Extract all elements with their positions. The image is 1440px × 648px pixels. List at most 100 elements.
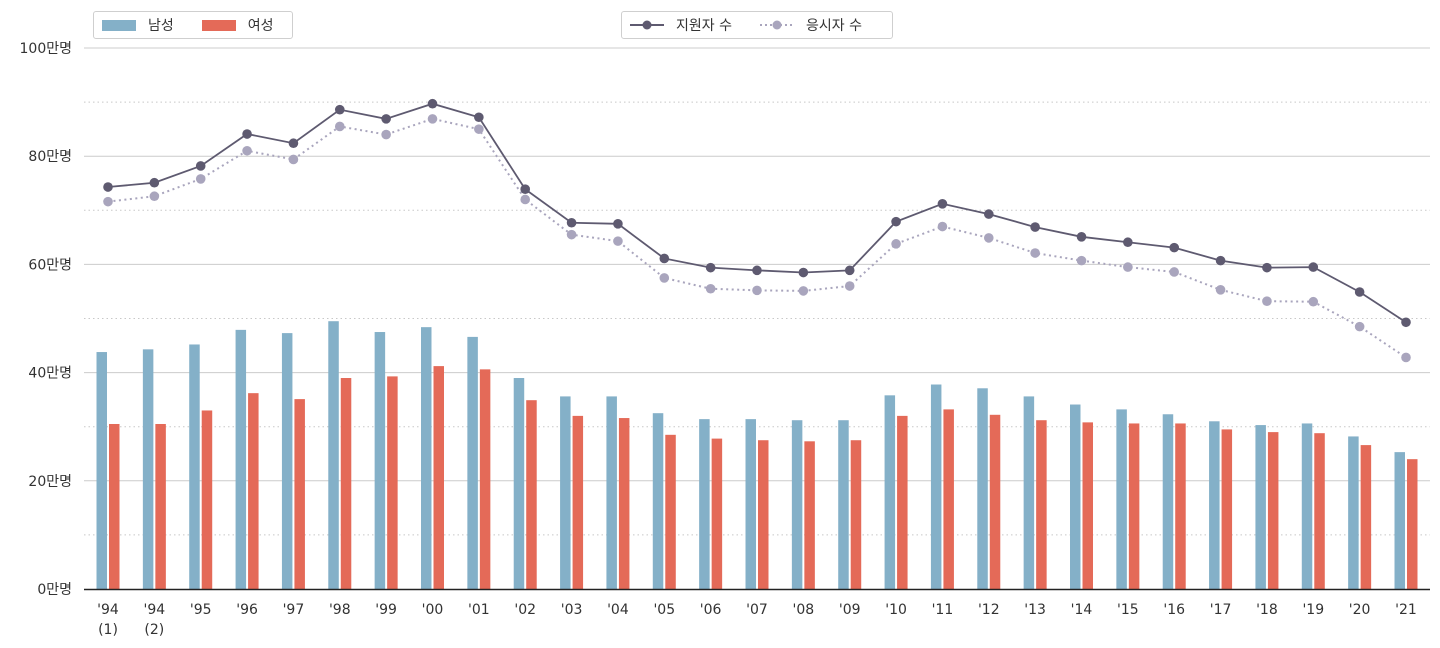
point-examinees bbox=[1215, 285, 1226, 295]
x-tick-label: '13 bbox=[1024, 602, 1046, 618]
bar-female bbox=[248, 393, 259, 589]
x-tick-label: '05 bbox=[653, 602, 675, 618]
bar-male bbox=[977, 388, 988, 589]
point-examinees bbox=[1262, 296, 1272, 306]
bar-female bbox=[850, 440, 862, 589]
point-examinees bbox=[474, 124, 484, 134]
bar-male bbox=[745, 419, 756, 589]
bar-male bbox=[791, 420, 803, 589]
bar-female bbox=[1128, 423, 1140, 589]
bar-female bbox=[1082, 422, 1093, 589]
x-tick-label: '99 bbox=[375, 602, 397, 618]
bar-male bbox=[142, 349, 154, 589]
point-examinees bbox=[288, 154, 299, 165]
x-tick-label: '95 bbox=[190, 602, 212, 618]
point-applicants bbox=[1076, 232, 1087, 242]
legend-lines: 지원자 수 응시자 수 bbox=[621, 11, 893, 39]
x-tick-label: '97 bbox=[283, 602, 305, 618]
point-examinees bbox=[149, 191, 160, 202]
x-tick-label: '03 bbox=[561, 602, 583, 618]
bar-female bbox=[804, 441, 815, 589]
point-examinees bbox=[752, 285, 762, 296]
legend-item-male: 남성 bbox=[102, 15, 174, 35]
bar-male bbox=[328, 321, 339, 589]
point-applicants bbox=[103, 182, 113, 192]
point-examinees bbox=[983, 233, 994, 243]
legend-label-female: 여성 bbox=[247, 18, 274, 34]
bar-male bbox=[1162, 414, 1174, 589]
point-examinees bbox=[659, 273, 670, 283]
point-examinees bbox=[334, 121, 345, 132]
point-applicants bbox=[1169, 242, 1180, 253]
point-applicants bbox=[1123, 237, 1133, 248]
bar-male bbox=[281, 333, 293, 589]
legend-label-applicants: 지원자 수 bbox=[676, 18, 732, 34]
bar-female bbox=[665, 434, 676, 589]
point-applicants bbox=[752, 265, 762, 276]
bar-female bbox=[897, 415, 908, 589]
x-tick-label: '04 bbox=[607, 602, 629, 618]
x-tick-label: '20 bbox=[1349, 602, 1371, 618]
y-tick-label: 40만명 bbox=[28, 366, 72, 382]
bar-male bbox=[884, 395, 896, 589]
point-examinees bbox=[195, 174, 206, 184]
bar-male bbox=[1023, 396, 1035, 589]
bar-male bbox=[606, 396, 617, 589]
bar-male bbox=[1116, 409, 1127, 589]
point-applicants bbox=[334, 104, 345, 115]
bar-female bbox=[1036, 420, 1047, 589]
x-tick-label: '00 bbox=[422, 602, 444, 618]
bar-male bbox=[1301, 423, 1313, 589]
x-tick-label: '96 bbox=[236, 602, 258, 618]
point-examinees bbox=[242, 145, 252, 156]
legend-item-applicants: 지원자 수 bbox=[630, 15, 732, 35]
point-applicants bbox=[381, 114, 391, 124]
point-examinees bbox=[1169, 267, 1180, 277]
point-applicants bbox=[242, 129, 252, 139]
point-applicants bbox=[1308, 262, 1319, 272]
bar-female bbox=[989, 414, 1001, 589]
bar-male bbox=[1209, 421, 1220, 589]
bar-female bbox=[1221, 429, 1233, 589]
legend-item-female: 여성 bbox=[201, 15, 274, 35]
y-tick-label: 0만명 bbox=[37, 582, 72, 598]
x-tick-label: '21 bbox=[1395, 602, 1417, 618]
bar-male bbox=[235, 329, 247, 589]
x-tick-label: '07 bbox=[746, 602, 768, 618]
x-tick-label: '14 bbox=[1071, 602, 1093, 618]
bar-male bbox=[1070, 404, 1081, 589]
point-examinees bbox=[103, 196, 113, 207]
point-applicants bbox=[520, 184, 531, 195]
bar-male bbox=[96, 352, 107, 589]
bar-female bbox=[387, 376, 398, 589]
point-examinees bbox=[520, 194, 531, 205]
bar-female bbox=[1175, 423, 1186, 589]
point-applicants bbox=[1354, 287, 1365, 297]
bar-male bbox=[699, 419, 710, 589]
point-applicants bbox=[288, 138, 299, 149]
y-axis-tick-labels: 0만명 20만명 40만명 60만명 80만명 100만명 bbox=[20, 41, 72, 598]
legend-swatch-applicants bbox=[630, 20, 664, 30]
x-tick-label: '06 bbox=[700, 602, 722, 618]
y-tick-label: 80만명 bbox=[28, 149, 72, 165]
point-examinees bbox=[705, 283, 716, 294]
point-examinees bbox=[613, 236, 623, 246]
point-applicants bbox=[1401, 317, 1411, 328]
bar-male bbox=[374, 332, 386, 589]
x-tick-label: (1) bbox=[98, 622, 118, 638]
y-tick-label: 20만명 bbox=[28, 474, 72, 490]
x-tick-label: '02 bbox=[514, 602, 536, 618]
bar-female bbox=[155, 423, 166, 589]
line-examinees bbox=[107, 117, 1407, 359]
point-applicants bbox=[613, 219, 623, 229]
point-applicants bbox=[195, 161, 206, 171]
legend-swatch-male bbox=[102, 19, 136, 31]
point-examinees bbox=[381, 129, 391, 140]
point-examinees bbox=[1401, 352, 1411, 363]
bar-male bbox=[930, 384, 942, 589]
x-tick-label: '18 bbox=[1256, 602, 1278, 618]
point-examinees bbox=[937, 221, 948, 232]
y-tick-label: 60만명 bbox=[28, 257, 72, 273]
x-tick-label: '08 bbox=[793, 602, 815, 618]
point-examinees bbox=[844, 281, 855, 291]
